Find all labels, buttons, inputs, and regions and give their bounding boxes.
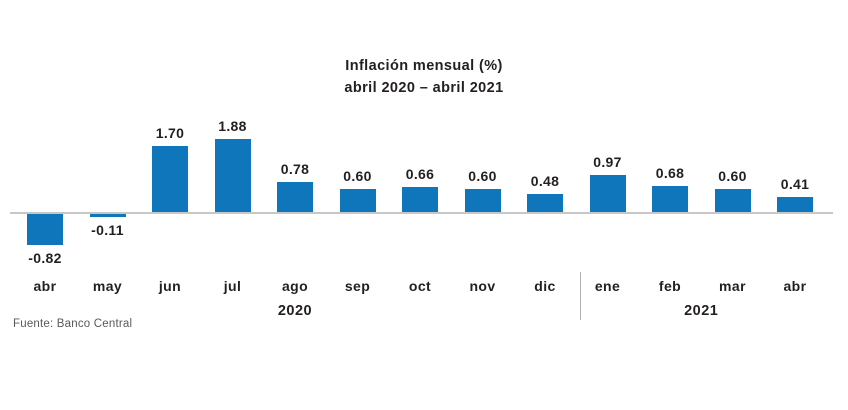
year-label: 2020	[277, 303, 313, 319]
bar-value-label: 0.68	[655, 165, 685, 182]
bar	[589, 174, 626, 213]
chart-title-line1: Inflación mensual (%)	[345, 58, 503, 74]
bar-value-label: 0.97	[593, 153, 622, 170]
x-axis-label: abr	[33, 278, 57, 294]
bar-value-label: 0.60	[343, 168, 372, 185]
bar-value-label: -0.11	[91, 222, 124, 239]
year-label: 2021	[684, 303, 719, 319]
bar	[339, 189, 376, 213]
bar-value-label: 1.88	[218, 117, 247, 134]
bar	[652, 186, 688, 213]
bar	[89, 213, 126, 218]
bar-value-label: 0.60	[718, 168, 747, 185]
bar	[714, 189, 751, 213]
x-axis-label: may	[92, 278, 123, 294]
x-axis-label: jun	[158, 278, 182, 294]
x-axis-label: jul	[223, 278, 242, 294]
year-separator-line	[580, 272, 582, 320]
x-axis-label: oct	[408, 278, 432, 294]
source-note: Fuente: Banco Central	[13, 318, 133, 330]
bar-value-label: 0.78	[280, 161, 310, 178]
bar	[777, 196, 813, 213]
chart-title: Inflación mensual (%) abril 2020 – abril…	[0, 55, 848, 99]
chart-title-line2: abril 2020 – abril 2021	[344, 80, 504, 96]
x-axis-line	[10, 212, 833, 214]
x-axis-label: feb	[658, 278, 682, 294]
x-axis-label: dic	[534, 278, 556, 294]
bar-value-label: 1.70	[155, 125, 185, 142]
bar-value-label: 0.60	[468, 168, 497, 185]
bar-value-label: 0.41	[780, 175, 810, 192]
bar	[214, 138, 251, 213]
bar-value-label: 0.66	[405, 165, 435, 182]
bar	[464, 189, 501, 213]
x-axis-label: ago	[281, 278, 309, 294]
bar	[27, 213, 63, 246]
bar-value-label: -0.82	[28, 250, 62, 267]
bar	[277, 182, 313, 213]
x-axis-label: sep	[344, 278, 371, 294]
x-axis-label: ene	[594, 278, 621, 294]
bar	[527, 194, 563, 213]
bar	[402, 186, 438, 213]
x-axis-label: mar	[719, 278, 746, 294]
x-axis-label: nov	[469, 278, 496, 294]
bar-value-label: 0.48	[530, 173, 560, 190]
bar	[152, 146, 188, 213]
x-axis-label: abr	[783, 278, 807, 294]
